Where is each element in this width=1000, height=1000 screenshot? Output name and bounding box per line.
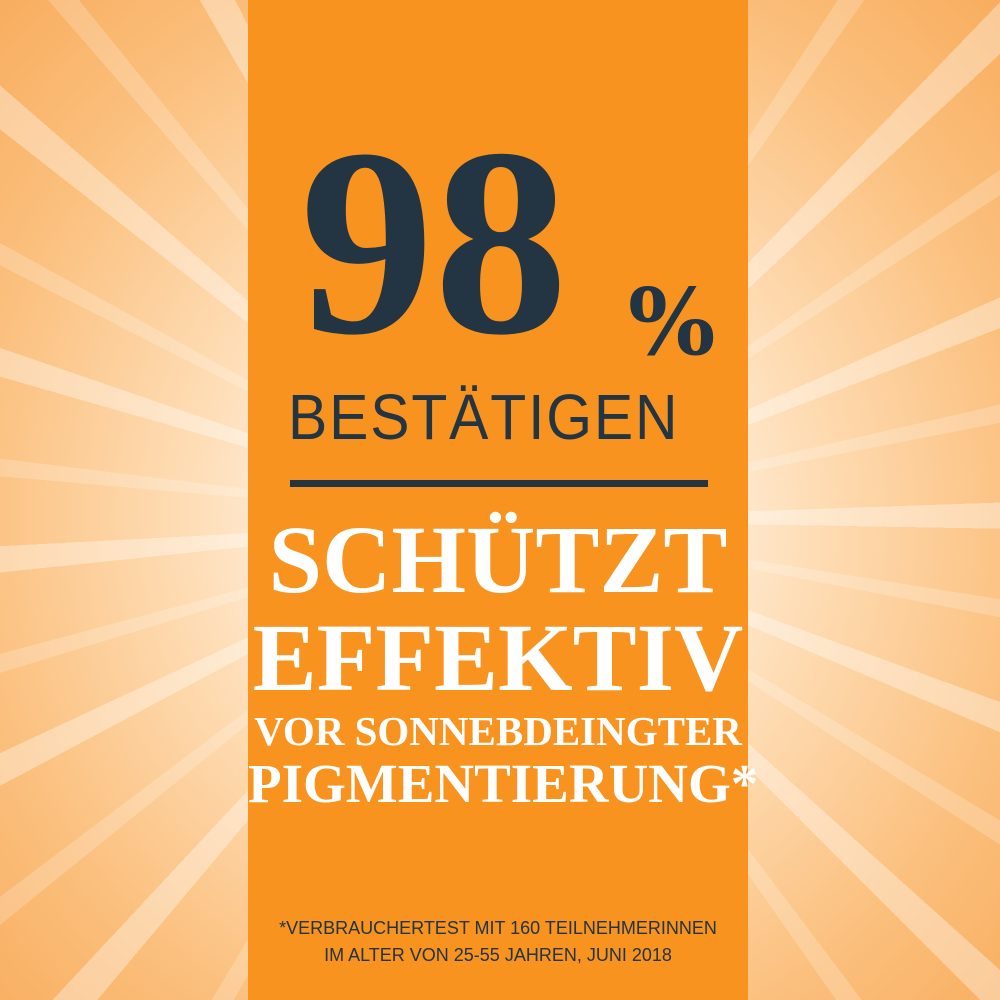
claim-line-2: EFFEKTIV	[252, 604, 744, 711]
headline-number: 98	[300, 93, 568, 390]
claim-line-3: VOR SONNEBDEINGTER	[254, 708, 742, 754]
claim-line-4: PIGMENTIERUNG*	[248, 753, 759, 814]
divider	[290, 480, 708, 487]
orange-panel	[248, 0, 748, 1000]
headline-confirm: BESTÄTIGEN	[288, 381, 680, 453]
claim-line-1: SCHÜTZT	[268, 506, 728, 613]
footnote-line-1: *VERBRAUCHERTEST MIT 160 TEILNEHMERINNEN	[279, 918, 717, 938]
percent-sign: %	[628, 268, 716, 376]
footnote-line-2: IM ALTER VON 25-55 JAHREN, JUNI 2018	[324, 945, 672, 965]
footnote: *VERBRAUCHERTEST MIT 160 TEILNEHMERINNEN…	[248, 915, 748, 969]
